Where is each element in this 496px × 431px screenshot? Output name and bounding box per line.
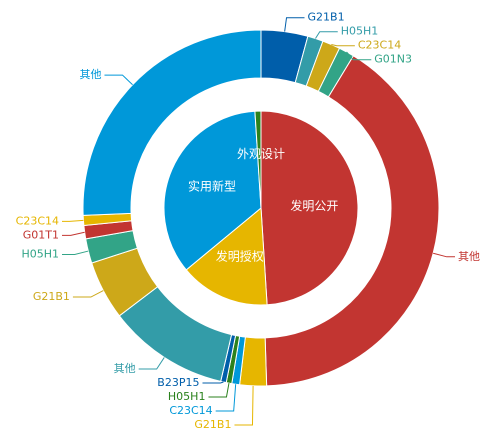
outer-ring (82, 29, 440, 387)
outer-label-line (215, 384, 237, 412)
inner-slice-design[interactable] (254, 110, 262, 209)
outer-slice-label: 其他 (114, 362, 136, 375)
outer-slice-label: G21B1 (194, 418, 231, 431)
outer-label-line (433, 252, 455, 258)
outer-label-line (234, 385, 254, 426)
inner-ring (163, 110, 359, 306)
inner-slice-utility-model[interactable] (163, 110, 262, 271)
outer-label-line (284, 17, 305, 32)
outer-slice-label: 其他 (458, 250, 480, 263)
outer-slice-label: G21B1 (33, 290, 70, 303)
outer-slice-label: C23C14 (358, 39, 401, 52)
outer-slice-label: 其他 (79, 68, 101, 81)
outer-label-line (346, 51, 372, 61)
outer-slice-other[interactable] (82, 29, 262, 216)
outer-slice-label: H05H1 (341, 25, 379, 38)
inner-slice-invention-publication[interactable] (260, 110, 359, 306)
outer-label-line (331, 43, 355, 47)
outer-slice-label: G21B1 (308, 11, 345, 24)
outer-label-line (208, 383, 230, 398)
inner-slice-label: 外观设计 (237, 147, 285, 161)
outer-slice-label: B23P15 (157, 376, 199, 389)
outer-label-line (62, 231, 85, 236)
inner-slice-label: 发明公开 (290, 198, 338, 213)
outer-ring-labels: G21B1H05H1C23C14G01N3其他其他C23C14G01T1H05H… (16, 11, 480, 431)
outer-label-line (62, 219, 84, 222)
inner-slice-label: 实用新型 (188, 178, 236, 193)
outer-label-line (315, 31, 338, 39)
outer-label-line (72, 290, 104, 298)
outer-slice-label: C23C14 (16, 214, 59, 227)
outer-slice-label: G01T1 (23, 228, 59, 241)
outer-slice-label: H05H1 (168, 390, 206, 403)
inner-slice-label: 发明授权 (216, 248, 264, 263)
inner-slice-invention-grant[interactable] (185, 206, 268, 306)
outer-label-line (138, 357, 165, 370)
outer-label-line (202, 381, 224, 384)
outer-label-line (62, 250, 89, 255)
outer-label-line (104, 74, 133, 86)
outer-slice-label: G01N3 (374, 53, 412, 66)
outer-slice-label: C23C14 (169, 404, 212, 417)
outer-slice-other[interactable] (264, 55, 440, 387)
outer-slice-label: H05H1 (21, 247, 59, 260)
